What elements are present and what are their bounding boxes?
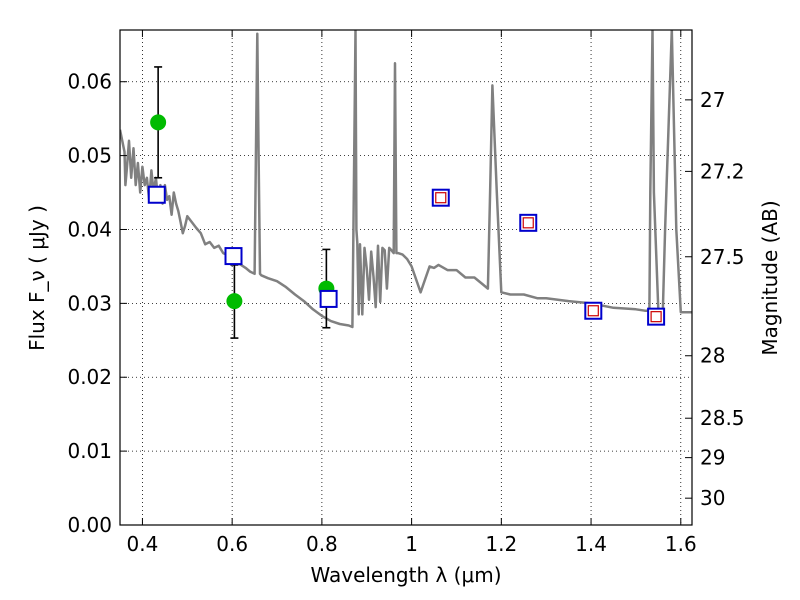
model-spectrum-line bbox=[120, 30, 692, 329]
model-photometry-box bbox=[319, 289, 338, 308]
plot-frame bbox=[119, 29, 693, 526]
y-tick-label: 0.01 bbox=[67, 439, 112, 463]
right-tick-label: 27.5 bbox=[700, 245, 745, 269]
x-tick-label: 1 bbox=[405, 532, 418, 556]
x-tick-label: 0.8 bbox=[306, 532, 338, 556]
y-tick-label: 0.03 bbox=[67, 291, 112, 315]
x-axis: 0.4 0.6 0.8 1 1.2 1.4 1.6 bbox=[127, 30, 697, 556]
right-axis-title: Magnitude (AB) bbox=[758, 200, 782, 355]
model-photometry-box bbox=[431, 188, 450, 207]
x-tick-label: 1.2 bbox=[485, 532, 517, 556]
x-tick-label: 1.4 bbox=[575, 532, 607, 556]
y-tick-label: 0.05 bbox=[67, 144, 112, 168]
observed-point bbox=[226, 293, 243, 310]
model-photometry-inner-box bbox=[522, 217, 534, 229]
right-tick-label: 27 bbox=[700, 88, 725, 112]
model-photometry-box bbox=[647, 307, 666, 326]
y-axis-title: Flux F_ν ( μJy ) bbox=[25, 205, 49, 351]
y-tick-label: 0.04 bbox=[67, 217, 112, 241]
x-tick-label: 1.6 bbox=[665, 532, 697, 556]
right-tick-label: 28 bbox=[700, 344, 725, 368]
y-tick-label: 0.06 bbox=[67, 70, 112, 94]
model-photometry-box bbox=[224, 247, 243, 266]
right-tick-label: 27.2 bbox=[700, 159, 745, 183]
x-tick-label: 0.4 bbox=[127, 532, 159, 556]
right-axis: 27 27.2 27.5 28 28.5 29 30 bbox=[685, 88, 745, 510]
right-tick-label: 28.5 bbox=[700, 406, 745, 430]
model-photometry-inner-box bbox=[587, 305, 599, 317]
right-tick-label: 29 bbox=[700, 446, 725, 470]
model-photometry-inner-box bbox=[650, 311, 662, 323]
right-tick-label: 30 bbox=[700, 486, 725, 510]
model-photometry-inner-box bbox=[435, 192, 447, 204]
plot-area bbox=[120, 30, 692, 339]
grid bbox=[120, 30, 692, 525]
y-tick-label: 0.02 bbox=[67, 365, 112, 389]
observed-point bbox=[150, 114, 167, 131]
y-axis: 0.00 0.01 0.02 0.03 0.04 0.05 0.06 bbox=[67, 70, 127, 537]
model-photometry-box bbox=[147, 185, 166, 204]
y-tick-label: 0.00 bbox=[67, 513, 112, 537]
x-tick-label: 0.6 bbox=[216, 532, 248, 556]
x-axis-title: Wavelength λ (μm) bbox=[310, 563, 501, 587]
model-photometry-box bbox=[519, 213, 538, 232]
model-photometry-box bbox=[584, 301, 603, 320]
